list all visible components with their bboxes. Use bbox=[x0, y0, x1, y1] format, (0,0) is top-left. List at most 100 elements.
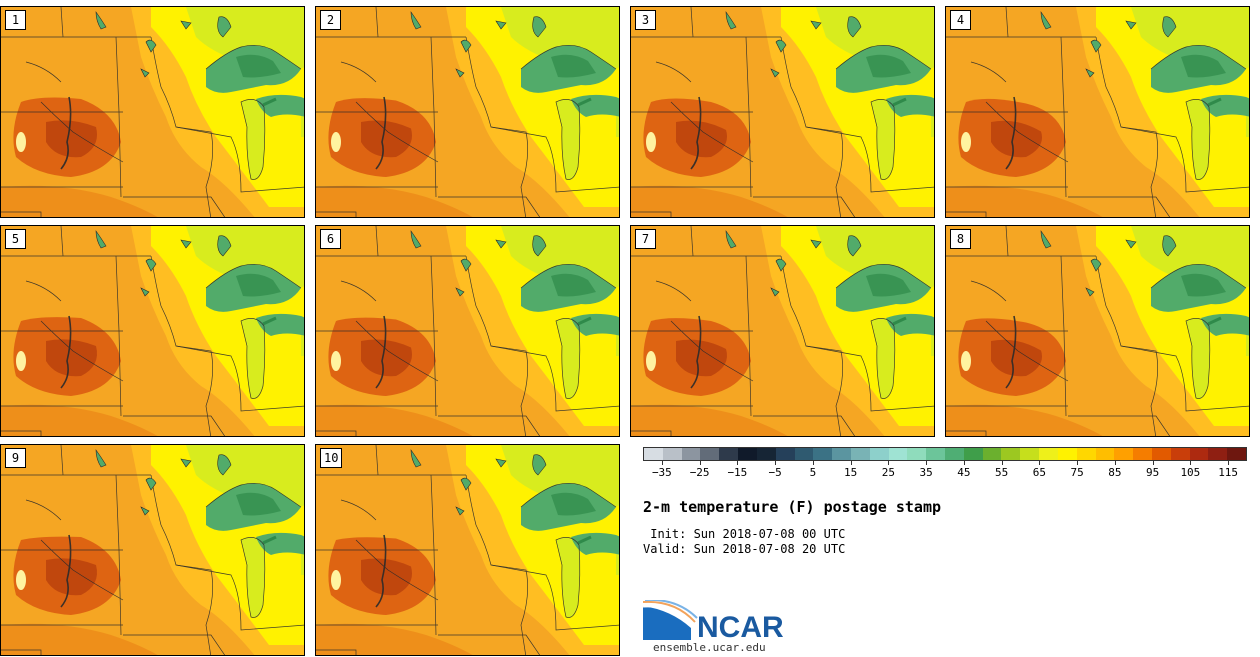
colorbar-tick-label: 75 bbox=[1070, 466, 1084, 479]
colorbar-swatch bbox=[1057, 448, 1077, 460]
colorbar-swatch bbox=[813, 448, 833, 460]
colorbar-swatch bbox=[982, 448, 1002, 460]
member-panel-3: 3 bbox=[630, 6, 935, 218]
colorbar-swatch bbox=[888, 448, 908, 460]
colorbar-tick-mark bbox=[1228, 461, 1230, 465]
website-url: ensemble.ucar.edu bbox=[653, 641, 766, 654]
member-number-label: 5 bbox=[5, 229, 26, 249]
member-panel-2: 2 bbox=[315, 6, 620, 218]
temperature-map bbox=[1, 7, 304, 217]
member-number-label: 3 bbox=[635, 10, 656, 30]
colorbar-tick-mark bbox=[1114, 461, 1116, 465]
temperature-map bbox=[1, 226, 304, 436]
temperature-map bbox=[946, 7, 1249, 217]
temperature-map bbox=[1, 445, 304, 655]
colorbar-tick-mark bbox=[1001, 461, 1003, 465]
temperature-map bbox=[316, 445, 619, 655]
colorbar-tick-mark bbox=[850, 461, 852, 465]
colorbar-tick-mark bbox=[1190, 461, 1192, 465]
colorbar-swatch bbox=[850, 448, 870, 460]
temperature-map bbox=[631, 226, 934, 436]
init-time: Init: Sun 2018-07-08 00 UTC bbox=[643, 527, 846, 541]
colorbar-tick-label: 55 bbox=[995, 466, 1009, 479]
colorbar-tick-label: 85 bbox=[1108, 466, 1122, 479]
colorbar-swatch bbox=[1095, 448, 1115, 460]
colorbar-tick-mark bbox=[926, 461, 928, 465]
colorbar-tick-label: 45 bbox=[957, 466, 971, 479]
colorbar-tick-mark bbox=[1152, 461, 1154, 465]
colorbar-tick-labels: −35 −25 −15 −5 5 15 25 35 45 55 65 75 85 95 105 115 bbox=[643, 461, 1247, 482]
colorbar-tick-mark bbox=[699, 461, 701, 465]
member-panel-7: 7 bbox=[630, 225, 935, 437]
colorbar-tick-label: −35 bbox=[651, 466, 672, 479]
member-number-label: 1 bbox=[5, 10, 26, 30]
ncar-logo-icon bbox=[643, 600, 698, 640]
member-number-label: 6 bbox=[320, 229, 341, 249]
temperature-map bbox=[946, 226, 1249, 436]
temperature-map bbox=[316, 7, 619, 217]
colorbar-tick-label: −15 bbox=[727, 466, 748, 479]
colorbar-swatch bbox=[832, 448, 851, 460]
member-number-label: 8 bbox=[950, 229, 971, 249]
colorbar-swatch bbox=[1020, 448, 1040, 460]
member-panel-6: 6 bbox=[315, 225, 620, 437]
colorbar-tick-label: 105 bbox=[1180, 466, 1201, 479]
member-panel-4: 4 bbox=[945, 6, 1250, 218]
colorbar-swatch bbox=[756, 448, 776, 460]
colorbar-swatch bbox=[700, 448, 720, 460]
member-panel-9: 9 bbox=[0, 444, 305, 656]
colorbar-swatch bbox=[775, 448, 795, 460]
ncar-logo-text: NCAR bbox=[697, 611, 784, 644]
colorbar-tick-label: 15 bbox=[844, 466, 858, 479]
colorbar-swatch bbox=[719, 448, 739, 460]
colorbar-swatch bbox=[945, 448, 964, 460]
colorbar-swatch bbox=[963, 448, 983, 460]
colorbar-tick-label: 65 bbox=[1032, 466, 1046, 479]
member-panel-5: 5 bbox=[0, 225, 305, 437]
colorbar-tick-mark bbox=[661, 461, 663, 465]
colorbar-swatch bbox=[1208, 448, 1228, 460]
member-number-label: 9 bbox=[5, 448, 26, 468]
figure-title: 2-m temperature (F) postage stamp bbox=[643, 498, 942, 516]
member-number-label: 2 bbox=[320, 10, 341, 30]
colorbar-swatch bbox=[681, 448, 701, 460]
colorbar-swatch bbox=[1189, 448, 1209, 460]
colorbar-swatch bbox=[1076, 448, 1096, 460]
colorbar-swatch bbox=[1227, 448, 1246, 460]
colorbar-tick-mark bbox=[775, 461, 777, 465]
colorbar-tick-mark bbox=[737, 461, 739, 465]
temperature-map bbox=[316, 226, 619, 436]
colorbar-swatch bbox=[1170, 448, 1190, 460]
member-panel-10: 10 bbox=[315, 444, 620, 656]
colorbar-swatch bbox=[738, 448, 757, 460]
colorbar-swatch bbox=[1039, 448, 1058, 460]
member-number-label: 7 bbox=[635, 229, 656, 249]
colorbar-swatch bbox=[1001, 448, 1021, 460]
colorbar-tick-label: −5 bbox=[768, 466, 782, 479]
colorbar-swatch bbox=[907, 448, 927, 460]
colorbar-swatch bbox=[662, 448, 682, 460]
valid-time: Valid: Sun 2018-07-08 20 UTC bbox=[643, 542, 846, 556]
colorbar-tick-label: 35 bbox=[919, 466, 933, 479]
colorbar-tick-mark bbox=[812, 461, 814, 465]
colorbar-tick-mark bbox=[1039, 461, 1041, 465]
member-number-label: 10 bbox=[320, 448, 343, 468]
member-panel-1: 1 bbox=[0, 6, 305, 218]
colorbar-swatch bbox=[869, 448, 889, 460]
temperature-colorbar bbox=[643, 447, 1247, 461]
colorbar-swatch bbox=[644, 448, 663, 460]
colorbar-swatch bbox=[1151, 448, 1171, 460]
colorbar-tick-label: 25 bbox=[881, 466, 895, 479]
member-panel-8: 8 bbox=[945, 225, 1250, 437]
colorbar-tick-mark bbox=[1077, 461, 1079, 465]
colorbar-tick-mark bbox=[963, 461, 965, 465]
colorbar-swatch bbox=[794, 448, 814, 460]
temperature-map bbox=[631, 7, 934, 217]
colorbar-tick-label: −25 bbox=[689, 466, 710, 479]
colorbar-tick-mark bbox=[888, 461, 890, 465]
colorbar-swatch bbox=[1133, 448, 1152, 460]
member-number-label: 4 bbox=[950, 10, 971, 30]
colorbar-tick-label: 95 bbox=[1146, 466, 1160, 479]
colorbar-swatch bbox=[926, 448, 945, 460]
colorbar-swatch bbox=[1114, 448, 1134, 460]
